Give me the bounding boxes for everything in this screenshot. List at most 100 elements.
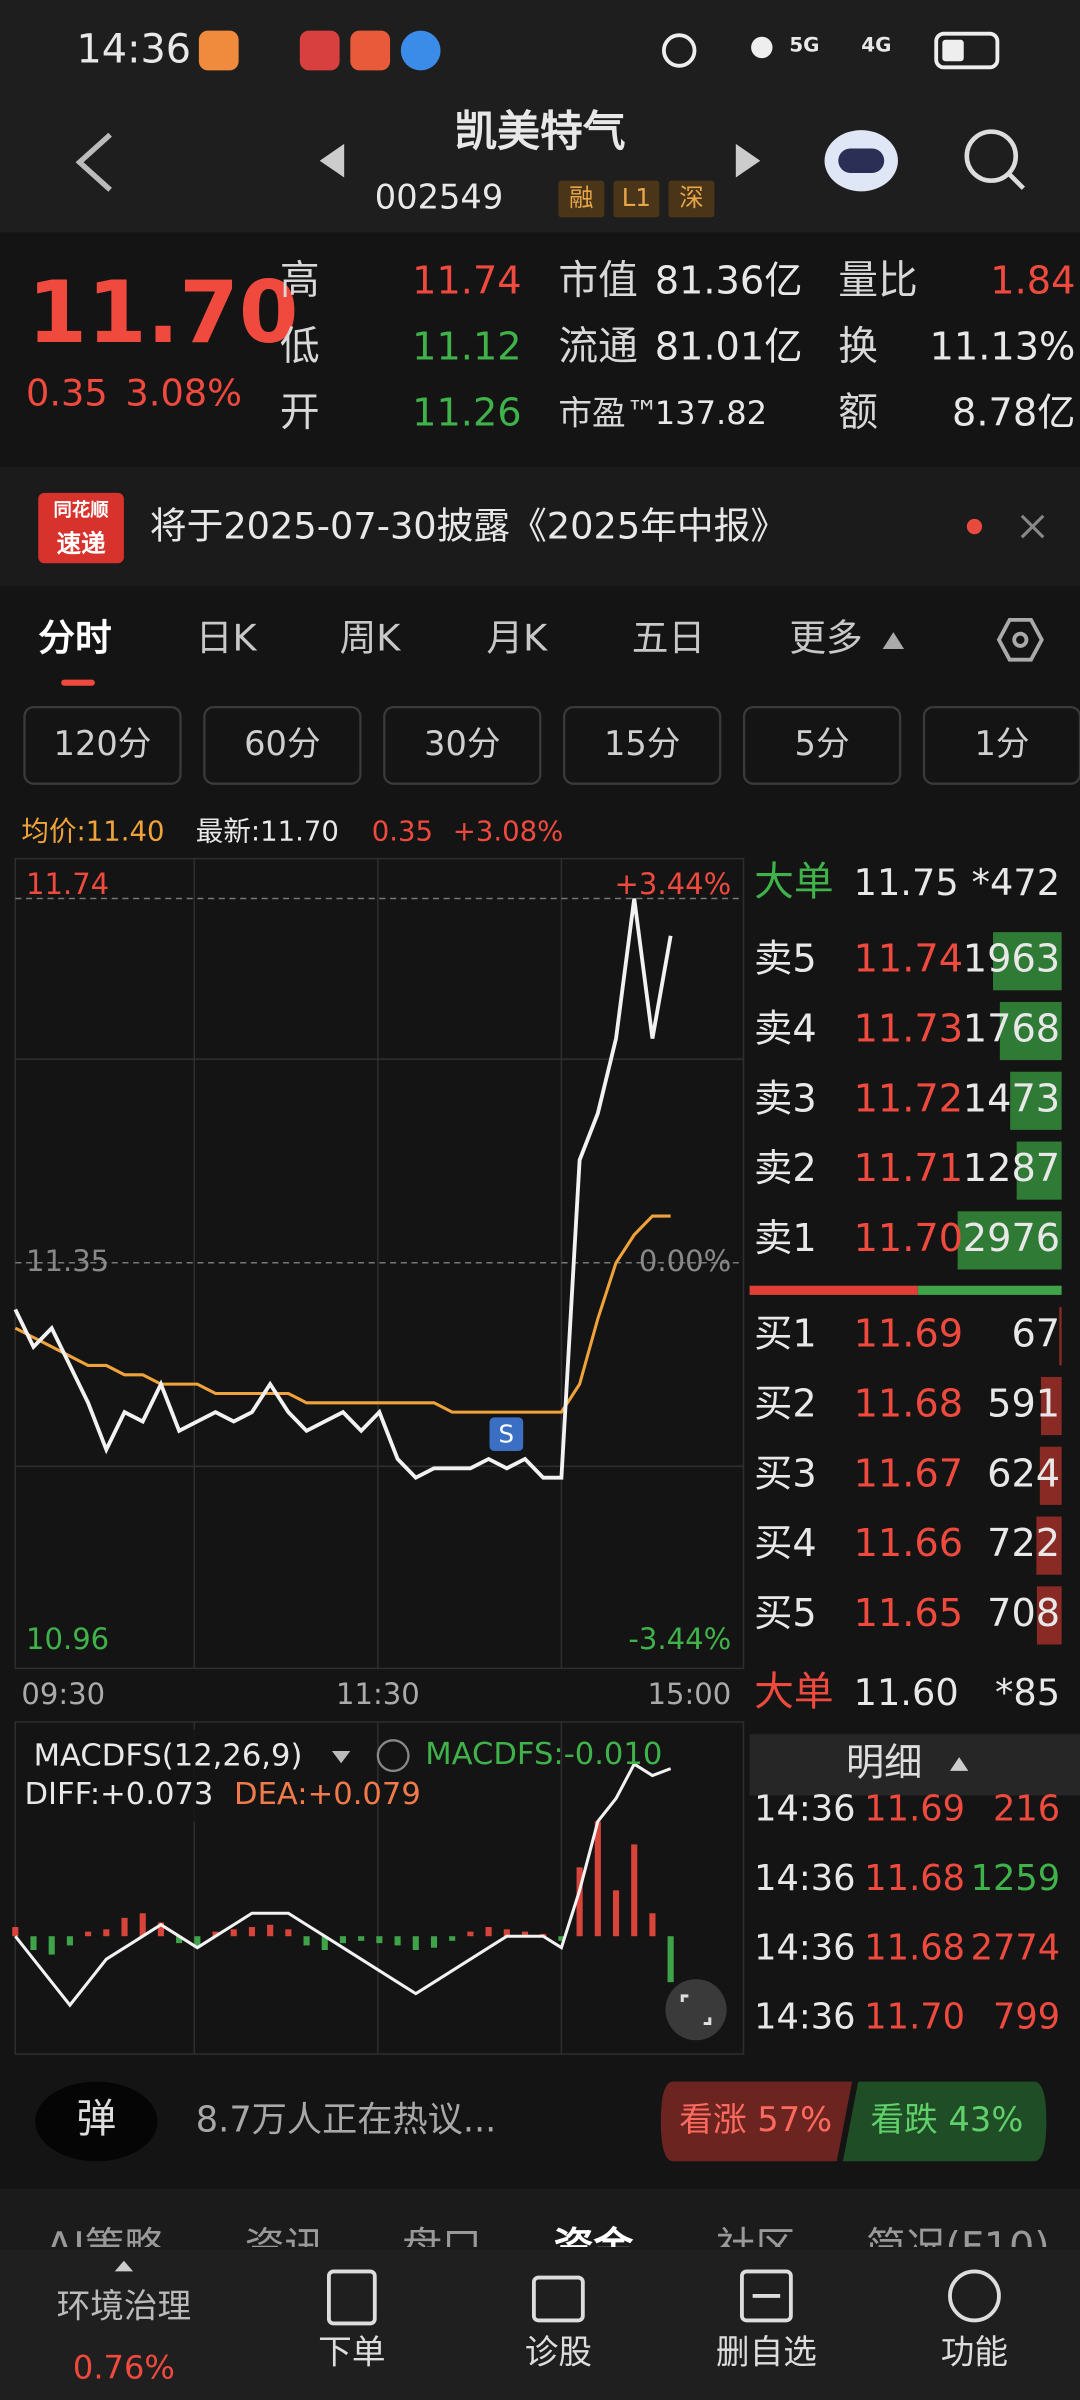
stat-label: 量比 [838, 258, 918, 304]
stat-value: 8.78亿 [952, 390, 1075, 435]
price-change-pct: 3.08% [125, 371, 242, 414]
section-tab[interactable]: 简况(F10) [866, 2224, 1050, 2270]
period-button[interactable] [922, 705, 1080, 785]
period-button[interactable] [563, 705, 722, 785]
badge-text: 同花顺 [54, 499, 109, 521]
macd-bar [212, 1931, 219, 1937]
up-button[interactable] [660, 2081, 853, 2162]
book-vol: 2976 [963, 1216, 1060, 1261]
assistant-face [838, 148, 885, 173]
settings-icon[interactable] [996, 617, 1044, 662]
macd-bar [285, 1929, 292, 1937]
sector-pct: 0.76% [73, 2348, 175, 2386]
unread-dot [966, 518, 983, 535]
big-order-label: 大单 [754, 1669, 834, 1715]
close-notice[interactable] [1020, 514, 1045, 539]
search-icon[interactable] [964, 129, 1019, 183]
book-price: 11.67 [854, 1451, 963, 1496]
tab[interactable]: 五日 [632, 616, 705, 659]
detail-price: 11.69 [864, 1789, 965, 1830]
stat-value: 137.82 [655, 394, 767, 432]
volume-bar [993, 932, 1062, 991]
x-tick-label: 11:30 [336, 1677, 420, 1711]
y-tick-pct: 0.00% [639, 1244, 731, 1278]
section-tab[interactable]: 资金 [554, 2224, 634, 2270]
book-price: 11.70 [854, 1216, 963, 1261]
big-order-label: 大单 [754, 859, 834, 905]
location-icon [751, 36, 773, 59]
diagnose-icon[interactable] [531, 2275, 585, 2323]
macd-bar [103, 1929, 110, 1937]
period-button[interactable] [383, 705, 542, 785]
big-order-price: 11.75 [854, 861, 959, 904]
macd-bar [303, 1936, 310, 1946]
stat-label: 低 [280, 323, 320, 369]
detail-vol: 1259 [971, 1858, 1061, 1899]
tab[interactable]: 分时 [38, 616, 111, 659]
book-price: 11.72 [854, 1076, 963, 1121]
book-label: 买5 [754, 1591, 817, 1636]
macd-bar [12, 1927, 19, 1937]
nav-item[interactable]: 诊股 [525, 2333, 592, 2372]
big-order-vol: *472 [972, 861, 1060, 904]
macd-bar [48, 1936, 55, 1955]
book-label: 买3 [754, 1451, 817, 1496]
period-label: 120分 [54, 724, 152, 763]
book-label: 卖3 [754, 1076, 817, 1121]
macd-bar [594, 1821, 601, 1937]
nav-item[interactable]: 下单 [318, 2333, 385, 2372]
header-bg [0, 0, 1080, 233]
next-stock[interactable] [735, 143, 761, 178]
nav-item[interactable]: 功能 [941, 2333, 1008, 2372]
period-button[interactable] [23, 705, 182, 785]
section-tab[interactable]: AI策略 [46, 2224, 165, 2270]
section-tab[interactable]: 社区 [716, 2224, 796, 2270]
volume-bar [1039, 1446, 1062, 1505]
badge-text: 速递 [57, 529, 106, 558]
section-tab[interactable]: 盘口 [402, 2224, 482, 2270]
prev-stock[interactable] [319, 143, 345, 178]
tab[interactable]: 月K [486, 616, 548, 659]
period-button[interactable] [203, 705, 362, 785]
down-label: 看跌 43% [871, 2100, 1024, 2139]
x-tick-label: 09:30 [21, 1677, 105, 1711]
period-button[interactable] [742, 705, 902, 785]
bullet-toggle[interactable] [35, 2081, 158, 2162]
macd-bar [412, 1936, 419, 1950]
order-icon[interactable] [326, 2269, 377, 2326]
tab[interactable]: 周K [340, 616, 402, 659]
macd-bar [558, 1936, 565, 1941]
book-price: 11.71 [854, 1146, 963, 1191]
period-label: 15分 [604, 724, 680, 763]
function-icon[interactable] [948, 2269, 1001, 2323]
settings-dot [1012, 631, 1029, 648]
back-button[interactable] [75, 132, 112, 192]
tab[interactable]: 更多 [789, 616, 862, 659]
detail-price: 11.68 [864, 1858, 965, 1899]
macd-bar [394, 1936, 401, 1946]
stock-code: 002549 [375, 177, 503, 216]
book-label: 买4 [754, 1521, 817, 1566]
expand-button[interactable] [665, 1979, 727, 2041]
book-vol: 1287 [963, 1146, 1060, 1191]
help-icon [376, 1739, 410, 1773]
macd-bar [667, 1936, 674, 1983]
macd-frame [14, 1721, 745, 2055]
section-tab[interactable]: 资讯 [245, 2224, 325, 2270]
nav-item[interactable]: 删自选 [716, 2333, 817, 2372]
stock-tag: L1 [622, 183, 651, 212]
book-label: 卖5 [754, 937, 817, 982]
macd-bar [521, 1931, 529, 1937]
expand-icon [680, 1994, 712, 2025]
change-pct: +3.08% [453, 816, 563, 848]
macd-bar [576, 1867, 583, 1937]
down-button[interactable] [842, 2081, 1047, 2162]
macd-bar [176, 1936, 183, 1944]
macd-title[interactable]: MACDFS(12,26,9) [34, 1739, 303, 1774]
tab[interactable]: 日K [196, 616, 258, 659]
macd-bar [503, 1929, 510, 1937]
remove-icon[interactable] [740, 2269, 793, 2323]
macd-bar [631, 1844, 638, 1937]
macd-label-bg [18, 1729, 362, 1822]
